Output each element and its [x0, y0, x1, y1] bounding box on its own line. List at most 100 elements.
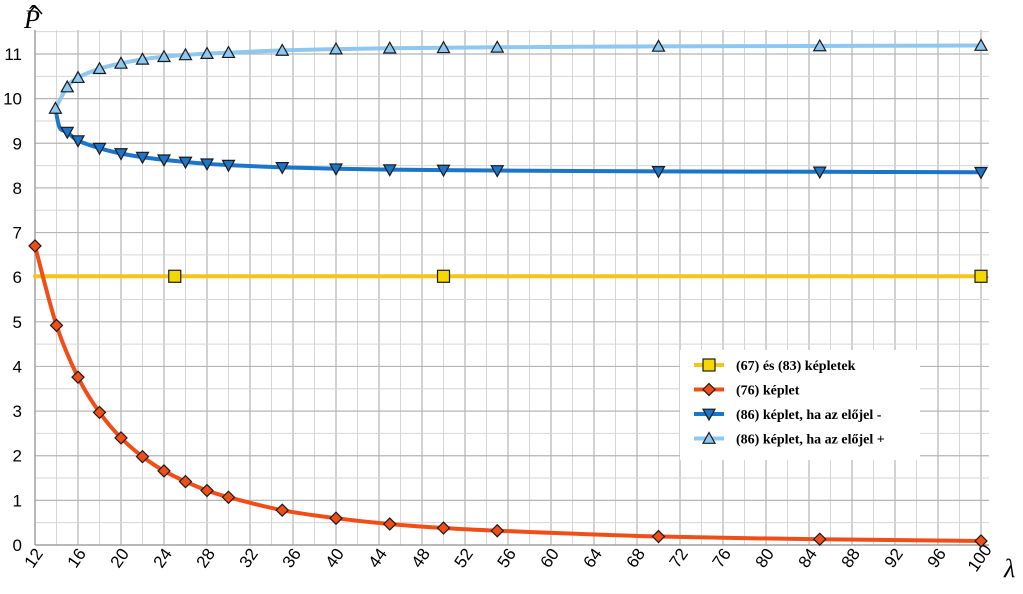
marker-triangle-down — [156, 154, 172, 168]
marker-diamond — [200, 483, 214, 498]
marker-diamond — [436, 521, 451, 535]
y-tick-label: 6 — [13, 268, 22, 287]
x-axis-title: λ — [1003, 554, 1015, 583]
x-tick-label: 88 — [838, 545, 864, 571]
marker-triangle-up — [221, 45, 236, 59]
x-tick-label: 44 — [365, 545, 391, 571]
legend-label: (86) képlet, ha az előjel - — [736, 408, 882, 423]
y-tick-label: 9 — [13, 134, 22, 153]
y-axis-title: P̂ — [23, 5, 40, 34]
marker-diamond — [974, 534, 988, 548]
markers-layer — [28, 38, 989, 548]
y-tick-label: 0 — [13, 536, 22, 555]
marker-triangle-down — [490, 165, 505, 178]
y-tick-label: 8 — [13, 179, 22, 198]
marker-triangle-up — [436, 40, 451, 54]
marker-triangle-up — [70, 70, 86, 84]
x-tick-label: 60 — [537, 545, 563, 571]
marker-triangle-up — [812, 38, 827, 52]
y-tick-label: 3 — [13, 402, 22, 421]
x-tick-label: 12 — [21, 545, 47, 571]
marker-triangle-up — [275, 43, 290, 56]
x-tick-label: 40 — [322, 545, 348, 571]
legend: (67) és (83) képletek (76) képlet (86) kép… — [680, 350, 920, 460]
marker-triangle-down — [135, 151, 150, 165]
marker-diamond — [92, 405, 107, 420]
x-tick-label: 32 — [236, 545, 262, 571]
y-tick-label: 2 — [13, 447, 22, 466]
x-tick-label: 72 — [666, 545, 692, 571]
marker-diamond — [329, 511, 343, 526]
x-tick-label: 92 — [881, 545, 907, 571]
marker-square — [436, 269, 451, 283]
series-blue-minus-line — [53, 106, 983, 175]
marker-triangle-down — [70, 135, 86, 148]
marker-triangle-down — [178, 156, 193, 170]
marker-triangle-up — [113, 56, 129, 69]
marker-diamond — [275, 503, 290, 518]
y-tick-label: 7 — [13, 224, 22, 243]
x-tick-label: 28 — [193, 545, 219, 571]
legend-marker — [701, 408, 717, 422]
x-tick-label: 20 — [107, 545, 133, 571]
x-tick-label: 96 — [924, 545, 950, 571]
x-tick-label: 80 — [752, 545, 778, 571]
x-tick-label: 36 — [279, 545, 305, 571]
legend-marker — [702, 382, 716, 397]
y-tick-label: 11 — [4, 45, 22, 64]
y-tick-label: 1 — [13, 491, 22, 510]
legend-label: (67) és (83) képletek — [736, 359, 856, 374]
marker-triangle-up — [135, 52, 150, 65]
y-tick-label: 10 — [3, 90, 22, 109]
marker-triangle-up — [178, 47, 193, 61]
legend-marker — [701, 431, 717, 444]
marker-triangle-up — [156, 49, 172, 63]
hat-accent — [27, 4, 43, 15]
marker-diamond — [135, 449, 150, 464]
x-tick-label: 48 — [408, 545, 434, 571]
marker-diamond — [178, 474, 193, 489]
legend-label: (86) képlet, ha az előjel + — [736, 433, 885, 448]
marker-triangle-down — [60, 126, 75, 140]
marker-diamond — [114, 431, 128, 445]
x-tick-label: 24 — [150, 545, 176, 571]
marker-triangle-down — [92, 142, 107, 156]
y-tick-label: 5 — [13, 313, 22, 332]
marker-triangle-down — [382, 164, 397, 177]
marker-diamond — [157, 464, 171, 478]
marker-diamond — [651, 529, 666, 544]
marker-triangle-down — [436, 164, 451, 178]
marker-square — [974, 269, 988, 283]
x-tick-label: 16 — [64, 545, 90, 571]
x-tick-label: 68 — [623, 545, 649, 571]
x-tick-label: 52 — [451, 545, 477, 571]
x-tick-label: 84 — [795, 545, 821, 571]
marker-diamond — [382, 517, 397, 531]
x-tick-label: 56 — [494, 545, 520, 571]
legend-marker — [702, 358, 716, 372]
marker-triangle-down — [221, 159, 236, 173]
legend-label: (76) képlet — [736, 384, 800, 399]
marker-diamond — [490, 523, 505, 538]
marker-diamond — [812, 532, 827, 547]
marker-triangle-up — [92, 61, 107, 75]
marker-diamond — [221, 490, 236, 505]
y-axis-title-text: P̂ — [23, 5, 40, 34]
marker-triangle-down — [275, 161, 290, 175]
marker-diamond — [49, 318, 64, 333]
marker-triangle-up — [382, 40, 397, 54]
marker-triangle-down — [651, 165, 666, 179]
marker-triangle-up — [48, 101, 63, 114]
marker-triangle-up — [490, 40, 505, 53]
marker-triangle-up — [328, 41, 344, 55]
marker-triangle-down — [113, 148, 129, 161]
marker-diamond — [71, 370, 85, 385]
marker-triangle-up — [199, 46, 215, 59]
legend-box — [680, 350, 920, 460]
y-tick-label: 4 — [13, 357, 22, 376]
x-tick-label: 76 — [709, 545, 735, 571]
grid — [34, 30, 989, 546]
marker-diamond — [28, 239, 42, 253]
